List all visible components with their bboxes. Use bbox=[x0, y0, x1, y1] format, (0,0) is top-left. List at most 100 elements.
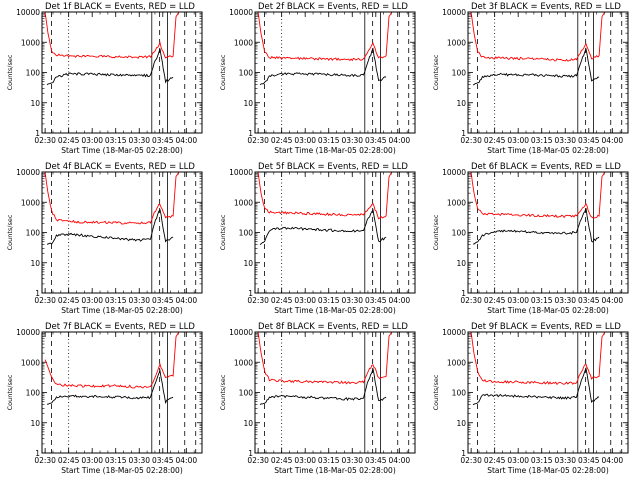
y-tick-label: 100 bbox=[452, 229, 467, 238]
y-tick-label: 10 bbox=[243, 419, 253, 428]
y-tick-label: 1000 bbox=[21, 358, 40, 367]
x-tick-label: 03:30 bbox=[128, 136, 150, 145]
y-tick-label: 10000 bbox=[442, 168, 466, 177]
x-tick-label: 03:00 bbox=[294, 296, 316, 305]
series-lld-red bbox=[470, 11, 606, 62]
x-tick-label: 03:45 bbox=[365, 456, 387, 465]
panel-title: Det 6f BLACK = Events, RED = LLD bbox=[471, 162, 621, 172]
y-tick-label: 10 bbox=[30, 259, 40, 268]
series-lld-red bbox=[257, 171, 393, 220]
y-tick-label: 10 bbox=[456, 99, 466, 108]
panel-title: Det 4f BLACK = Events, RED = LLD bbox=[45, 162, 195, 172]
series-events-black bbox=[472, 207, 600, 245]
series-lld-red bbox=[470, 331, 606, 386]
y-axis-label: Counts/sec bbox=[6, 374, 14, 410]
x-tick-label: 03:15 bbox=[318, 296, 340, 305]
plot-frame bbox=[467, 11, 629, 134]
series-events-black bbox=[472, 366, 600, 406]
x-tick-label: 02:30 bbox=[247, 456, 269, 465]
x-tick-label: 03:30 bbox=[554, 296, 576, 305]
x-tick-label: 03:45 bbox=[578, 456, 600, 465]
x-axis-label: Start Time (18-Mar-05 02:28:00) bbox=[61, 146, 183, 155]
x-tick-label: 02:45 bbox=[58, 136, 80, 145]
x-tick-label: 03:45 bbox=[578, 136, 600, 145]
x-tick-label: 03:15 bbox=[531, 456, 553, 465]
series-lld-red bbox=[257, 331, 393, 385]
y-tick-label: 1000 bbox=[21, 38, 40, 47]
x-axis-label: Start Time (18-Mar-05 02:28:00) bbox=[61, 466, 183, 475]
series-lld-red bbox=[44, 171, 180, 225]
x-tick-label: 02:30 bbox=[34, 456, 56, 465]
x-tick-label: 03:30 bbox=[341, 456, 363, 465]
x-tick-label: 03:30 bbox=[554, 456, 576, 465]
panel-det-9: Det 9f BLACK = Events, RED = LLD Counts/s… bbox=[432, 322, 629, 475]
y-tick-label: 10000 bbox=[229, 8, 253, 17]
y-tick-label: 1 bbox=[248, 289, 253, 298]
x-tick-label: 02:45 bbox=[271, 456, 293, 465]
series-lld-red bbox=[470, 171, 606, 219]
x-tick-label: 03:00 bbox=[507, 296, 529, 305]
plot-frame bbox=[41, 11, 203, 134]
y-tick-label: 1 bbox=[461, 449, 466, 458]
x-tick-label: 03:30 bbox=[341, 136, 363, 145]
x-tick-label: 03:45 bbox=[152, 296, 174, 305]
y-tick-label: 1000 bbox=[234, 38, 253, 47]
x-tick-label: 02:30 bbox=[247, 296, 269, 305]
x-tick-label: 02:30 bbox=[34, 296, 56, 305]
y-tick-label: 100 bbox=[239, 389, 254, 398]
x-tick-label: 02:30 bbox=[34, 136, 56, 145]
panel-det-8: Det 8f BLACK = Events, RED = LLD Counts/s… bbox=[219, 322, 416, 475]
plot-frame bbox=[41, 171, 203, 294]
plot-frame bbox=[254, 331, 416, 454]
x-tick-label: 03:00 bbox=[81, 296, 103, 305]
y-tick-label: 100 bbox=[452, 389, 467, 398]
x-axis-label: Start Time (18-Mar-05 02:28:00) bbox=[487, 306, 609, 315]
y-tick-label: 10 bbox=[243, 99, 253, 108]
y-tick-label: 10 bbox=[243, 259, 253, 268]
y-tick-label: 10000 bbox=[442, 8, 466, 17]
x-tick-label: 03:45 bbox=[365, 136, 387, 145]
y-tick-label: 10000 bbox=[442, 328, 466, 337]
y-tick-label: 10000 bbox=[16, 328, 40, 337]
y-tick-label: 10 bbox=[456, 259, 466, 268]
y-axis-label: Counts/sec bbox=[219, 214, 227, 250]
panel-det-7: Det 7f BLACK = Events, RED = LLD Counts/s… bbox=[6, 322, 203, 475]
y-tick-label: 1 bbox=[461, 289, 466, 298]
x-tick-label: 02:45 bbox=[58, 296, 80, 305]
y-tick-label: 100 bbox=[239, 229, 254, 238]
plot-frame bbox=[467, 171, 629, 294]
x-tick-label: 04:00 bbox=[389, 456, 411, 465]
x-tick-label: 04:00 bbox=[602, 136, 624, 145]
x-tick-label: 04:00 bbox=[176, 296, 198, 305]
x-tick-label: 04:00 bbox=[602, 296, 624, 305]
y-tick-label: 100 bbox=[239, 69, 254, 78]
plot-frame bbox=[254, 11, 416, 134]
x-axis-label: Start Time (18-Mar-05 02:28:00) bbox=[274, 146, 396, 155]
y-tick-label: 1000 bbox=[21, 198, 40, 207]
x-tick-label: 03:00 bbox=[294, 456, 316, 465]
series-events-black bbox=[259, 47, 387, 86]
panel-title: Det 5f BLACK = Events, RED = LLD bbox=[258, 162, 408, 172]
x-axis-label: Start Time (18-Mar-05 02:28:00) bbox=[274, 306, 396, 315]
y-tick-label: 1 bbox=[35, 449, 40, 458]
panel-title: Det 7f BLACK = Events, RED = LLD bbox=[45, 322, 195, 332]
panel-title: Det 8f BLACK = Events, RED = LLD bbox=[258, 322, 408, 332]
y-axis-label: Counts/sec bbox=[6, 54, 14, 90]
x-tick-label: 03:45 bbox=[578, 296, 600, 305]
y-tick-label: 10000 bbox=[229, 168, 253, 177]
plot-frame bbox=[254, 171, 416, 294]
x-tick-label: 04:00 bbox=[389, 296, 411, 305]
y-tick-label: 100 bbox=[26, 389, 41, 398]
x-tick-label: 04:00 bbox=[602, 456, 624, 465]
x-tick-label: 03:45 bbox=[152, 136, 174, 145]
y-tick-label: 1000 bbox=[447, 198, 466, 207]
y-tick-label: 1000 bbox=[447, 38, 466, 47]
x-tick-label: 03:15 bbox=[531, 136, 553, 145]
series-lld-red bbox=[44, 11, 180, 59]
y-tick-label: 10000 bbox=[16, 168, 40, 177]
y-tick-label: 100 bbox=[452, 69, 467, 78]
x-axis-label: Start Time (18-Mar-05 02:28:00) bbox=[487, 466, 609, 475]
y-tick-label: 100 bbox=[26, 229, 41, 238]
x-tick-label: 02:45 bbox=[271, 136, 293, 145]
